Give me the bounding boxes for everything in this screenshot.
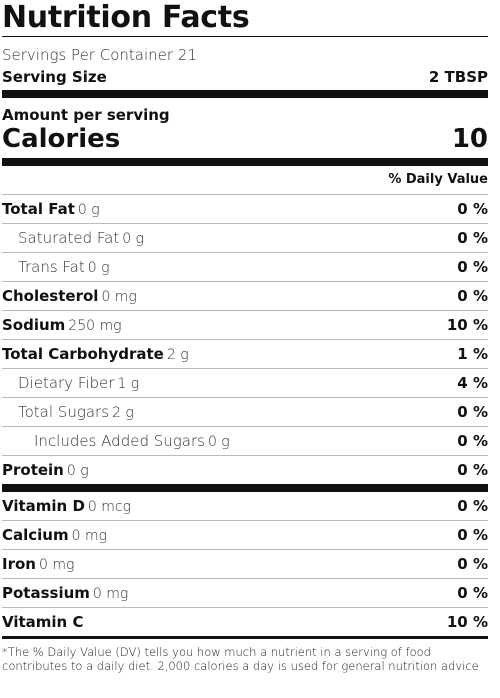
nutrient-name: Trans Fat xyxy=(18,258,85,276)
nutrient-pct: 0 % xyxy=(457,200,488,218)
vitamin-row-potassium: Potassium 0 mg 0 % xyxy=(2,578,488,607)
nutrient-qty: 0 g xyxy=(77,202,100,218)
nutrient-qty: 0 g xyxy=(66,463,89,479)
vitamin-pct: 0 % xyxy=(457,526,488,544)
nutrient-pct: 0 % xyxy=(457,461,488,479)
nutrient-name: Dietary Fiber xyxy=(18,374,115,392)
vitamin-row-calcium: Calcium 0 mg 0 % xyxy=(2,520,488,549)
footnote: *The % Daily Value (DV) tells you how mu… xyxy=(2,645,479,673)
calories-value: 10 xyxy=(451,124,488,154)
nutrient-name: Total Carbohydrate xyxy=(2,345,164,363)
nutrient-name: Includes Added Sugars xyxy=(34,432,205,450)
nutrient-qty: 0 g xyxy=(122,231,144,247)
nutrient-pct: 10 % xyxy=(446,316,488,334)
divider-thick xyxy=(2,158,488,166)
daily-value-header: % Daily Value xyxy=(388,172,488,187)
nutrient-row-protein: Protein 0 g 0 % xyxy=(2,455,488,484)
vitamin-qty: 0 mg xyxy=(38,557,75,573)
serving-size-value: 2 TBSP xyxy=(428,68,488,86)
vitamin-name: Vitamin C xyxy=(2,613,84,631)
vitamin-qty: 0 mg xyxy=(92,586,129,602)
servings-per-container: Servings Per Container 21 xyxy=(2,46,197,64)
vitamin-name: Potassium xyxy=(2,584,90,602)
nutrient-row-trans-fat: Trans Fat 0 g 0 % xyxy=(2,252,488,281)
nutrient-qty: 2 g xyxy=(112,405,134,421)
nutrient-row-dietary-fiber: Dietary Fiber 1 g 4 % xyxy=(2,368,488,397)
nutrient-name: Total Fat xyxy=(2,200,75,218)
nutrient-qty: 0 g xyxy=(207,434,230,450)
nutrient-name: Protein xyxy=(2,461,64,479)
calories-row: Calories 10 xyxy=(2,124,488,154)
nutrient-qty: 2 g xyxy=(166,347,189,363)
nutrition-facts-label: Nutrition Facts Servings Per Container 2… xyxy=(2,0,488,673)
nutrient-pct: 4 % xyxy=(457,374,488,392)
nutrient-name: Saturated Fat xyxy=(18,229,120,247)
vitamin-row-vitamin-c: Vitamin C 10 % xyxy=(2,607,488,636)
vitamin-qty: 0 mcg xyxy=(87,499,131,515)
nutrient-qty: 0 g xyxy=(87,260,110,276)
nutrient-pct: 0 % xyxy=(457,403,488,421)
nutrient-qty: 0 mg xyxy=(101,289,137,305)
vitamin-pct: 0 % xyxy=(457,584,488,602)
vitamin-pct: 10 % xyxy=(446,613,488,631)
nutrient-name: Cholesterol xyxy=(2,287,99,305)
nutrient-row-saturated-fat: Saturated Fat 0 g 0 % xyxy=(2,223,488,252)
vitamin-name: Vitamin D xyxy=(2,497,85,515)
vitamin-pct: 0 % xyxy=(457,555,488,573)
divider xyxy=(2,36,488,37)
nutrient-qty: 1 g xyxy=(117,376,140,392)
nutrient-name: Total Sugars xyxy=(18,403,110,421)
serving-size-row: Serving Size 2 TBSP xyxy=(2,66,488,88)
nutrient-qty: 250 mg xyxy=(68,318,122,334)
nutrient-pct: 0 % xyxy=(457,432,488,450)
nutrient-row-total-sugars: Total Sugars 2 g 0 % xyxy=(2,397,488,426)
nutrient-name: Sodium xyxy=(2,316,66,334)
calories-label: Calories xyxy=(2,124,121,154)
nutrient-row-added-sugars: Includes Added Sugars 0 g 0 % xyxy=(2,426,488,455)
nutrient-pct: 1 % xyxy=(457,345,488,363)
vitamin-row-iron: Iron 0 mg 0 % xyxy=(2,549,488,578)
nutrient-pct: 0 % xyxy=(457,258,488,276)
vitamin-name: Iron xyxy=(2,555,36,573)
serving-size-label: Serving Size xyxy=(2,68,107,86)
vitamin-qty: 0 mg xyxy=(71,528,108,544)
nutrient-row-cholesterol: Cholesterol 0 mg 0 % xyxy=(2,281,488,310)
divider-thick xyxy=(2,484,488,492)
vitamin-pct: 0 % xyxy=(457,497,488,515)
amount-per-serving: Amount per serving xyxy=(2,106,170,124)
nutrient-row-sodium: Sodium 250 mg 10 % xyxy=(2,310,488,339)
nutrient-pct: 0 % xyxy=(457,287,488,305)
vitamin-name: Calcium xyxy=(2,526,69,544)
label-title: Nutrition Facts xyxy=(2,0,250,35)
divider-mid xyxy=(2,636,488,639)
divider-thick xyxy=(2,90,488,98)
nutrient-pct: 0 % xyxy=(457,229,488,247)
nutrient-row-total-carbohydrate: Total Carbohydrate 2 g 1 % xyxy=(2,339,488,368)
nutrient-row-total-fat: Total Fat 0 g 0 % xyxy=(2,194,488,223)
